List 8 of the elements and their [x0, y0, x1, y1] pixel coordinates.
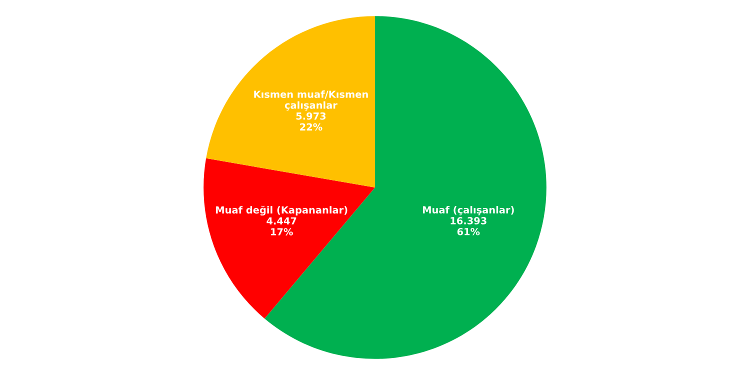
data-label: 5.973 22% [296, 112, 326, 131]
data-label: 4.447 17% [266, 217, 296, 236]
pie-slice [204, 158, 375, 319]
data-label: 16.393 61% [450, 217, 486, 236]
pie-slice [206, 16, 375, 188]
slice-label: Muaf (çalışanlar) [422, 206, 514, 216]
slice-label: Muaf değil (Kapananlar) [216, 206, 348, 216]
slice-label: Kısmen muaf/Kısmen çalışanlar [254, 90, 368, 111]
